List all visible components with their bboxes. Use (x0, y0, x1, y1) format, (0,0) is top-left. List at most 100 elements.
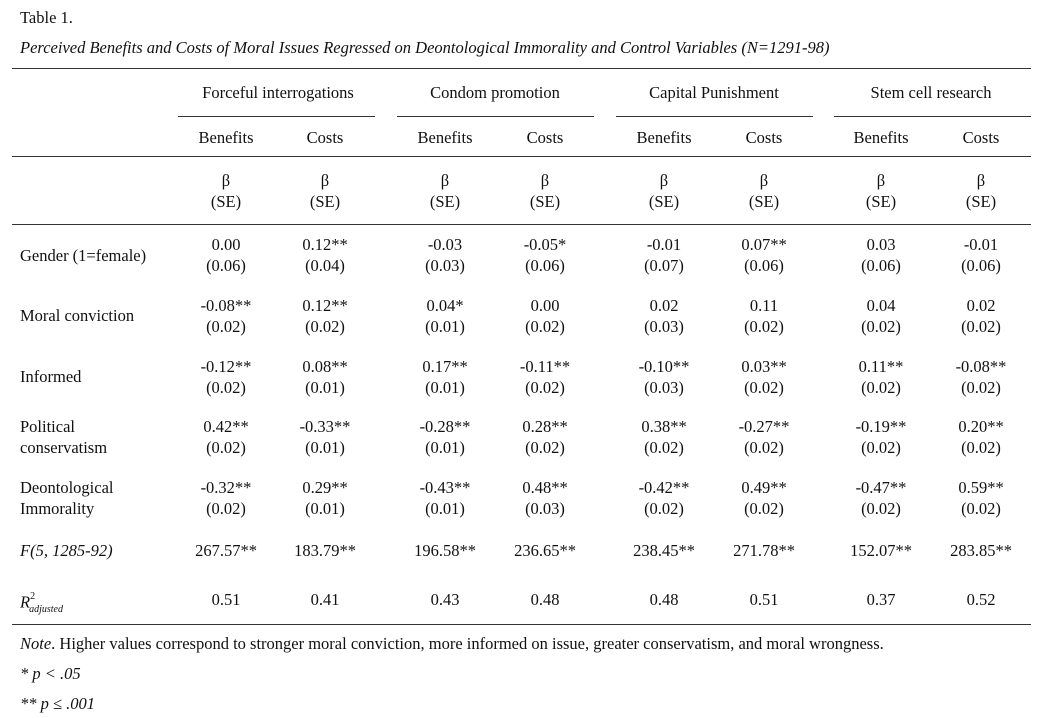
se-value: (0.02) (961, 499, 1001, 518)
beta-se-header: β (SE) (619, 170, 709, 212)
se-symbol: (SE) (748, 192, 780, 211)
se-value: (0.03) (644, 378, 684, 397)
r2-value: 0.43 (430, 590, 460, 609)
row-label-informed: Informed (20, 367, 82, 386)
beta-symbol: β (876, 171, 886, 190)
row-label-moral-conviction: Moral conviction (20, 306, 135, 325)
se-value: (0.02) (206, 438, 246, 457)
se-value: (0.02) (861, 438, 901, 457)
row-label-deontological-immorality: Deontological Immorality (20, 477, 113, 519)
beta-value: -0.42** (638, 478, 690, 497)
row-label-line: Political (20, 417, 75, 436)
se-value: (0.01) (425, 438, 465, 457)
row-label-line: Deontological (20, 478, 114, 497)
beta-value: 0.02 (966, 296, 996, 315)
row-label-gender: Gender (1=female) (20, 246, 147, 265)
coefficient-cell: 0.00 (0.02) (500, 295, 590, 337)
se-symbol: (SE) (429, 192, 461, 211)
coefficient-cell: -0.08** (0.02) (936, 356, 1026, 398)
note-text: . Higher values correspond to stronger m… (51, 634, 884, 653)
beta-value: -0.28** (419, 417, 471, 436)
coefficient-cell: 0.04 (0.02) (836, 295, 926, 337)
beta-value: 0.42** (203, 417, 249, 436)
beta-value: 0.04 (866, 296, 896, 315)
f-statistic-value: 271.78** (733, 541, 795, 560)
se-value: (0.01) (425, 378, 465, 397)
coefficient-cell: -0.27** (0.02) (719, 416, 809, 458)
se-value: (0.06) (861, 256, 901, 275)
r2-value: 0.37 (866, 590, 896, 609)
r2-value: 0.48 (530, 590, 560, 609)
beta-value: 0.00 (211, 235, 241, 254)
group-rule-1 (178, 116, 375, 117)
se-value: (0.02) (206, 378, 246, 397)
coefficient-cell: 0.00 (0.06) (181, 234, 271, 276)
beta-value: -0.05* (523, 235, 567, 254)
coefficient-cell: 0.12** (0.02) (280, 295, 370, 337)
significance-note-1: * p < .05 (20, 664, 81, 683)
beta-value: -0.03 (427, 235, 463, 254)
beta-value: 0.12** (302, 235, 348, 254)
se-symbol: (SE) (210, 192, 242, 211)
coefficient-cell: -0.43** (0.01) (400, 477, 490, 519)
beta-se-header: β (SE) (836, 170, 926, 212)
coefficient-cell: 0.29** (0.01) (280, 477, 370, 519)
beta-value: -0.47** (855, 478, 907, 497)
coefficient-cell: -0.47** (0.02) (836, 477, 926, 519)
se-value: (0.02) (961, 317, 1001, 336)
se-symbol: (SE) (865, 192, 897, 211)
coefficient-cell: 0.49** (0.02) (719, 477, 809, 519)
r2-value: 0.52 (966, 590, 996, 609)
se-value: (0.02) (861, 317, 901, 336)
coefficient-cell: 0.59** (0.02) (936, 477, 1026, 519)
r2-subscript: adjusted (29, 603, 63, 615)
coefficient-cell: 0.02 (0.03) (619, 295, 709, 337)
f-statistic-value: 152.07** (850, 541, 912, 560)
beta-value: 0.03** (741, 357, 787, 376)
row-label-r2-adjusted: R2adjusted (20, 588, 69, 620)
beta-value: 0.59** (958, 478, 1004, 497)
se-value: (0.02) (305, 317, 345, 336)
coefficient-cell: 0.03 (0.06) (836, 234, 926, 276)
beta-value: 0.20** (958, 417, 1004, 436)
note-label: Note (20, 634, 52, 653)
se-symbol: (SE) (965, 192, 997, 211)
beta-symbol: β (659, 171, 669, 190)
beta-value: -0.08** (200, 296, 252, 315)
header-rule (12, 156, 1031, 157)
se-value: (0.06) (744, 256, 784, 275)
se-value: (0.02) (744, 438, 784, 457)
group-stem-cell-research: Stem cell research (870, 83, 992, 102)
r2-value: 0.51 (211, 590, 241, 609)
beta-value: -0.19** (855, 417, 907, 436)
beta-value: 0.38** (641, 417, 687, 436)
r2-value: 0.51 (749, 590, 779, 609)
se-value: (0.01) (425, 317, 465, 336)
se-value: (0.02) (744, 378, 784, 397)
bottom-rule (12, 624, 1031, 625)
beta-se-header: β (SE) (280, 170, 370, 212)
coefficient-cell: -0.32** (0.02) (181, 477, 271, 519)
coefficient-cell: -0.05* (0.06) (500, 234, 590, 276)
f-statistic-value: 238.45** (633, 541, 695, 560)
beta-se-header: β (SE) (181, 170, 271, 212)
se-value: (0.03) (644, 317, 684, 336)
subhead-costs: Costs (745, 128, 783, 147)
coefficient-cell: 0.04* (0.01) (400, 295, 490, 337)
beta-value: 0.07** (741, 235, 787, 254)
se-value: (0.01) (305, 378, 345, 397)
subhead-benefits: Benefits (636, 128, 692, 147)
beta-value: 0.49** (741, 478, 787, 497)
r2-value: 0.41 (310, 590, 340, 609)
beta-value: 0.29** (302, 478, 348, 497)
se-value: (0.02) (206, 499, 246, 518)
subhead-benefits: Benefits (853, 128, 909, 147)
coefficient-cell: -0.11** (0.02) (500, 356, 590, 398)
beta-value: -0.27** (738, 417, 790, 436)
coefficient-cell: -0.03 (0.03) (400, 234, 490, 276)
se-value: (0.02) (861, 378, 901, 397)
beta-se-header: β (SE) (400, 170, 490, 212)
coefficient-cell: 0.07** (0.06) (719, 234, 809, 276)
beta-value: 0.17** (422, 357, 468, 376)
beta-rule (12, 224, 1031, 225)
